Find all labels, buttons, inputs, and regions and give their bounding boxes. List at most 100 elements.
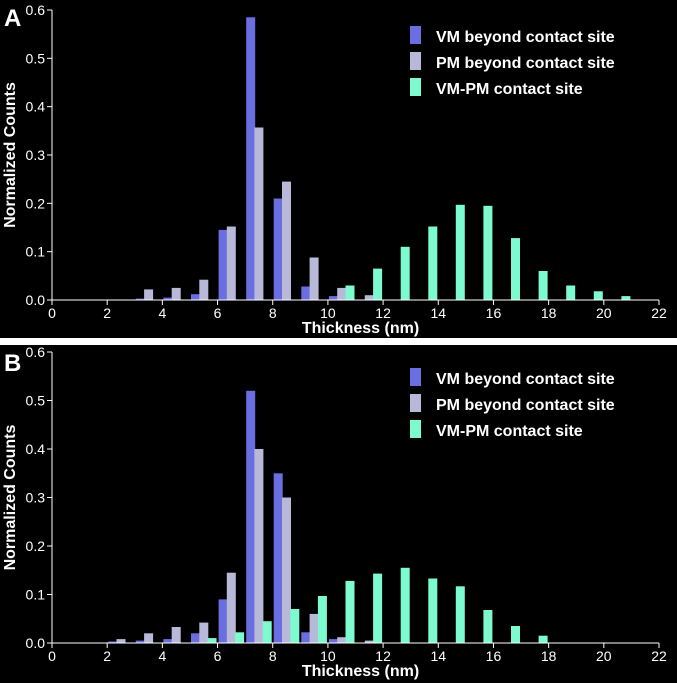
x-tick-label: 14 bbox=[430, 648, 446, 664]
bar-pm bbox=[199, 622, 209, 643]
bar-vm bbox=[135, 298, 145, 300]
x-tick-label: 14 bbox=[430, 305, 446, 321]
y-tick-label: 0.5 bbox=[26, 50, 46, 66]
bar-vm bbox=[301, 286, 311, 300]
bar-contact bbox=[262, 621, 272, 643]
bar-pm bbox=[226, 226, 236, 300]
y-tick-label: 0.2 bbox=[26, 195, 46, 211]
bar-contact bbox=[566, 285, 576, 300]
bar-pm bbox=[337, 637, 347, 643]
bar-pm bbox=[171, 287, 181, 300]
x-tick-label: 18 bbox=[541, 648, 557, 664]
y-tick-label: 0.4 bbox=[26, 441, 46, 457]
bar-contact bbox=[345, 580, 355, 643]
bar-vm bbox=[246, 390, 256, 643]
bar-contact bbox=[621, 296, 631, 300]
bar-contact bbox=[593, 291, 603, 300]
bar-pm bbox=[199, 279, 209, 300]
bar-pm bbox=[171, 627, 181, 643]
x-axis-title: Thickness (nm) bbox=[302, 663, 419, 680]
bar-pm bbox=[309, 613, 319, 643]
x-tick-label: 18 bbox=[541, 305, 557, 321]
legend-label: PM beyond contact site bbox=[436, 55, 615, 72]
bar-contact bbox=[373, 268, 383, 300]
x-tick-label: 22 bbox=[651, 648, 667, 664]
bar-contact bbox=[235, 632, 245, 643]
bar-contact bbox=[428, 226, 438, 300]
y-tick-label: 0.6 bbox=[26, 344, 46, 360]
legend-label: VM beyond contact site bbox=[436, 29, 615, 46]
bar-vm bbox=[273, 198, 283, 300]
bar-pm bbox=[254, 449, 264, 643]
x-tick-label: 12 bbox=[375, 305, 391, 321]
bar-pm bbox=[364, 640, 374, 643]
x-tick-label: 2 bbox=[103, 305, 111, 321]
bar-pm bbox=[282, 181, 291, 300]
y-tick-label: 0.5 bbox=[26, 393, 46, 409]
legend-swatch-pm bbox=[410, 52, 421, 70]
legend-swatch-contact bbox=[410, 420, 421, 438]
x-tick-label: 16 bbox=[486, 648, 502, 664]
bar-pm bbox=[226, 572, 236, 643]
y-tick-label: 0.3 bbox=[26, 490, 46, 506]
x-tick-label: 8 bbox=[269, 305, 277, 321]
bar-pm bbox=[116, 639, 126, 643]
bar-contact bbox=[483, 205, 493, 301]
x-tick-label: 4 bbox=[158, 648, 166, 664]
y-tick-label: 0.2 bbox=[26, 538, 46, 554]
legend-label: VM-PM contact site bbox=[436, 423, 583, 440]
y-tick-label: 0.4 bbox=[26, 99, 46, 115]
y-tick-label: 0.6 bbox=[26, 2, 46, 18]
bar-vm bbox=[328, 296, 338, 300]
bar-pm bbox=[144, 289, 154, 300]
x-tick-label: 4 bbox=[158, 305, 166, 321]
x-tick-label: 22 bbox=[651, 305, 667, 321]
y-tick-label: 0.0 bbox=[26, 292, 46, 308]
x-tick-label: 2 bbox=[103, 648, 111, 664]
bar-vm bbox=[163, 639, 173, 643]
bar-pm bbox=[364, 295, 374, 300]
bar-vm bbox=[191, 294, 200, 300]
y-tick-label: 0.1 bbox=[26, 587, 46, 603]
bar-vm bbox=[163, 297, 173, 300]
panel-letter: A bbox=[4, 5, 21, 32]
legend-label: PM beyond contact site bbox=[436, 397, 615, 414]
x-tick-label: 10 bbox=[320, 648, 336, 664]
x-tick-label: 10 bbox=[320, 305, 336, 321]
bar-pm bbox=[282, 497, 291, 643]
panel-background bbox=[0, 345, 677, 683]
bar-vm bbox=[191, 633, 200, 643]
y-tick-label: 0.1 bbox=[26, 244, 46, 260]
legend-swatch-vm bbox=[410, 26, 421, 44]
bar-contact bbox=[455, 586, 465, 643]
y-tick-label: 0.3 bbox=[26, 147, 46, 163]
x-tick-label: 12 bbox=[375, 648, 391, 664]
panel-a: A 0 2 4 6 8 10 12 14 16 18 20 22 0.0 0.1 0.2 0.3 0.4 0.5 0.… bbox=[0, 0, 677, 338]
x-tick-label: 0 bbox=[48, 305, 56, 321]
x-tick-label: 8 bbox=[269, 648, 277, 664]
x-tick-label: 20 bbox=[596, 305, 612, 321]
bar-vm bbox=[301, 632, 311, 643]
x-tick-label: 16 bbox=[486, 305, 502, 321]
bar-contact bbox=[400, 567, 410, 643]
bar-contact bbox=[511, 238, 520, 300]
bar-contact bbox=[290, 609, 300, 643]
panel-background bbox=[0, 0, 677, 338]
x-tick-label: 6 bbox=[214, 648, 222, 664]
x-axis-title: Thickness (nm) bbox=[302, 320, 419, 337]
bar-pm bbox=[309, 257, 319, 300]
bar-pm bbox=[254, 127, 264, 300]
bar-vm bbox=[328, 639, 338, 643]
bar-vm bbox=[246, 17, 256, 301]
x-tick-label: 0 bbox=[48, 648, 56, 664]
bar-contact bbox=[373, 573, 383, 643]
x-tick-label: 20 bbox=[596, 648, 612, 664]
legend-swatch-vm bbox=[410, 368, 421, 386]
y-tick-label: 0.0 bbox=[26, 635, 46, 651]
bar-contact bbox=[400, 246, 410, 300]
bar-contact bbox=[511, 626, 520, 643]
bar-contact bbox=[345, 285, 355, 300]
bar-vm bbox=[273, 473, 283, 644]
bar-contact bbox=[538, 635, 548, 643]
bar-vm bbox=[135, 640, 145, 643]
